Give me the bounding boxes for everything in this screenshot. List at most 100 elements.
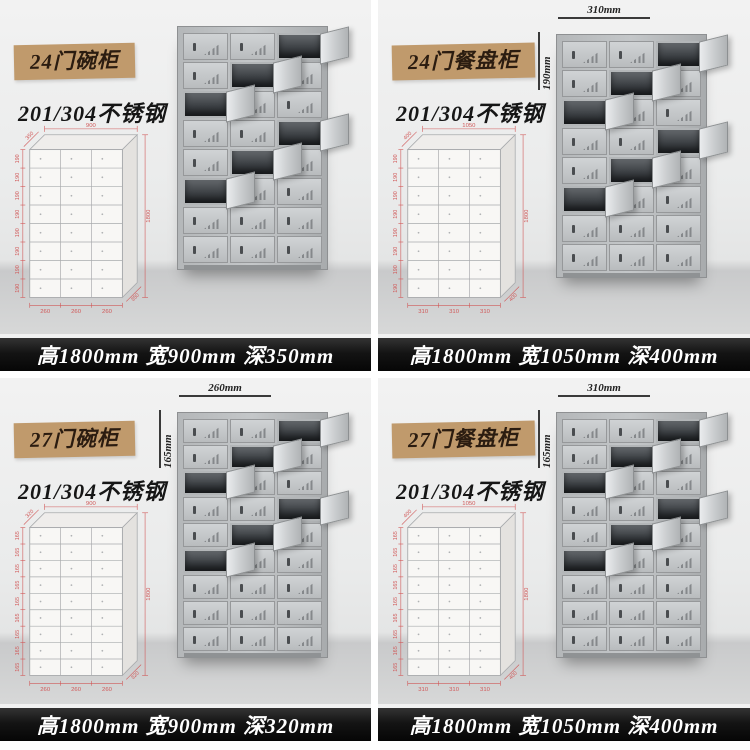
dimension-diagram: 1050 400 1800 190 190 190 190 190 190 190 190 310 31… [384, 120, 536, 330]
svg-text:165: 165 [15, 630, 21, 639]
vent-icon [298, 217, 315, 229]
cabinet-body [177, 26, 349, 270]
door-flap [320, 490, 349, 526]
diagram-svg: 1050 400 1800 190 190 190 190 190 190 190 190 310 31… [393, 123, 530, 315]
material-label: 201/304不锈钢 [18, 101, 167, 126]
cabinet-door [562, 627, 607, 651]
cabinet-door [183, 497, 228, 521]
svg-text:165: 165 [393, 597, 399, 606]
vent-icon [630, 504, 647, 516]
svg-text:190: 190 [15, 228, 21, 237]
svg-text:190: 190 [393, 247, 399, 256]
vent-icon [583, 582, 600, 594]
dimensions-bar: 高1800mm 宽1050mm 深400mm [378, 704, 750, 741]
svg-text:400: 400 [403, 131, 414, 142]
vent-icon [298, 188, 315, 200]
svg-text:190: 190 [15, 210, 21, 219]
material-label: 201/304不锈钢 [396, 101, 545, 126]
svg-text:320: 320 [25, 509, 36, 520]
svg-text:165: 165 [15, 597, 21, 606]
lock-icon [193, 531, 196, 540]
lock-icon [572, 138, 575, 146]
svg-text:350: 350 [25, 131, 36, 142]
vent-icon [204, 608, 221, 620]
cabinet-door [562, 523, 607, 547]
lock-icon [240, 635, 243, 644]
cabinet-door [230, 33, 275, 60]
vent-icon [251, 504, 268, 516]
vent-icon [204, 530, 221, 542]
lock-icon [619, 138, 622, 146]
svg-text:260: 260 [40, 309, 51, 315]
svg-text:260: 260 [102, 687, 113, 693]
cabinet-door [562, 215, 607, 242]
vent-icon [204, 582, 221, 594]
lock-icon [619, 427, 622, 436]
lock-icon [572, 51, 575, 59]
vent-icon [204, 159, 221, 171]
cabinet-door [230, 627, 275, 651]
lock-icon [572, 453, 575, 462]
vent-icon [677, 109, 694, 121]
lock-icon [287, 635, 290, 644]
door-flap [320, 26, 349, 65]
cabinet-door [656, 215, 701, 242]
cabinet-door [562, 244, 607, 271]
vent-icon [583, 51, 600, 63]
cabinet-door [562, 497, 607, 521]
cabinet-door [230, 120, 275, 147]
svg-text:165: 165 [15, 531, 21, 540]
vent-icon [630, 634, 647, 646]
vent-icon [677, 582, 694, 594]
cabinet-door [183, 445, 228, 469]
cabinet-door [183, 627, 228, 651]
lock-icon [572, 427, 575, 436]
vent-icon [251, 608, 268, 620]
open-compartment [562, 99, 607, 126]
photo-height-label: 190mm [538, 32, 553, 90]
cabinet-door [277, 236, 322, 263]
cabinet-door [656, 244, 701, 271]
lock-icon [193, 159, 196, 167]
cabinet-door [562, 157, 607, 184]
svg-text:165: 165 [393, 613, 399, 622]
cabinet-door [183, 523, 228, 547]
svg-text:165: 165 [15, 663, 21, 672]
lock-icon [619, 51, 622, 59]
vent-icon [630, 51, 647, 63]
lock-icon [619, 254, 622, 262]
cabinet-door [562, 70, 607, 97]
cabinet-body [177, 412, 349, 658]
material-label: 201/304不锈钢 [396, 479, 545, 504]
svg-text:190: 190 [15, 191, 21, 200]
vent-icon [251, 217, 268, 229]
cabinet-door [656, 627, 701, 651]
lock-icon [666, 196, 669, 204]
door-flap [699, 121, 728, 160]
lock-icon [287, 479, 290, 488]
cabinet-door [656, 471, 701, 495]
vent-icon [677, 225, 694, 237]
vent-icon [583, 254, 600, 266]
lock-icon [619, 635, 622, 644]
svg-text:350: 350 [130, 292, 141, 303]
lock-icon [240, 427, 243, 436]
cabinet-door [562, 419, 607, 443]
lock-icon [572, 225, 575, 233]
cabinet-door [230, 207, 275, 234]
cabinet-door [183, 601, 228, 625]
lock-icon [287, 188, 290, 196]
vent-icon [677, 634, 694, 646]
svg-text:190: 190 [393, 265, 399, 274]
vent-icon [583, 80, 600, 92]
photo-width-label: 260mm [179, 382, 271, 397]
svg-text:165: 165 [393, 663, 399, 672]
svg-text:310: 310 [449, 309, 460, 315]
svg-text:165: 165 [393, 646, 399, 655]
cabinet-door [609, 419, 654, 443]
material-label: 201/304不锈钢 [18, 479, 167, 504]
vent-icon [204, 634, 221, 646]
svg-text:190: 190 [393, 228, 399, 237]
svg-text:165: 165 [15, 581, 21, 590]
dimension-diagram: 900 320 1800 165 165 165 165 165 165 165 165 165 260… [6, 498, 158, 708]
